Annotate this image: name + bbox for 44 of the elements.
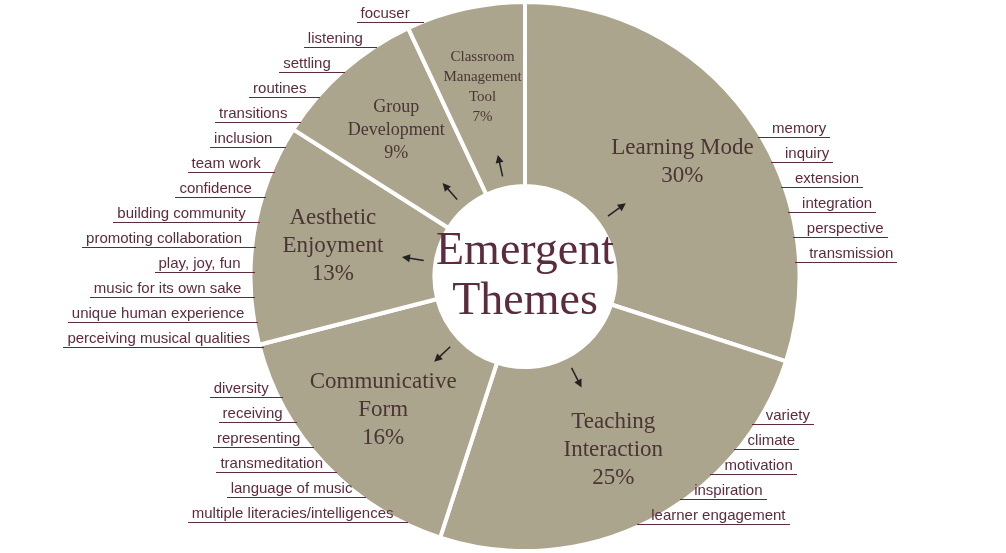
data-label: 7%	[472, 107, 493, 124]
slice-label: Teaching Interaction	[563, 407, 664, 461]
text: team work	[191, 154, 261, 171]
text: transmeditation	[220, 453, 323, 471]
text: play, joy, fun	[158, 254, 241, 271]
text: motivation	[724, 456, 793, 474]
data-label: 13%	[311, 260, 354, 286]
text: diversity	[213, 378, 269, 396]
slice-label: Learning Mode	[611, 134, 754, 160]
text: language of music	[230, 478, 353, 496]
text: inspiration	[694, 481, 763, 499]
text: extension	[794, 169, 860, 187]
slice-label: Communicative Form	[309, 367, 457, 421]
text: listening	[307, 29, 363, 46]
data-label: 16%	[362, 423, 405, 449]
data-label: 25%	[592, 463, 635, 489]
text: promoting collaboration	[86, 229, 242, 246]
text: unique human experience	[71, 304, 245, 321]
text: variety	[765, 406, 810, 424]
text: perspective	[806, 219, 884, 237]
text: memory	[772, 119, 827, 137]
text: integration	[802, 194, 873, 212]
text: transitions	[219, 104, 288, 121]
text: climate	[747, 431, 796, 449]
data-label: 9%	[384, 142, 409, 163]
text: building community	[117, 204, 246, 221]
text: focuser	[360, 4, 410, 21]
data-label: 30%	[661, 162, 704, 188]
text: representing	[217, 428, 301, 446]
text: perceiving musical qualities	[67, 329, 250, 346]
slice-label: Group Development	[347, 96, 445, 140]
slice-label: Classroom Management Tool	[443, 47, 523, 104]
text: multiple literacies/intelligences	[191, 503, 394, 521]
text: confidence	[179, 179, 252, 196]
text: inclusion	[214, 129, 273, 146]
text: routines	[253, 79, 307, 96]
text: learner engagement	[651, 506, 786, 524]
text: transmission	[809, 244, 894, 262]
text: Emergent Themes	[436, 222, 615, 324]
text: music for its own sake	[93, 279, 242, 296]
text: settling	[283, 54, 331, 71]
text: inquiry	[785, 144, 830, 162]
slice-label: Aesthetic Enjoyment	[282, 204, 384, 258]
text: receiving	[222, 403, 283, 421]
